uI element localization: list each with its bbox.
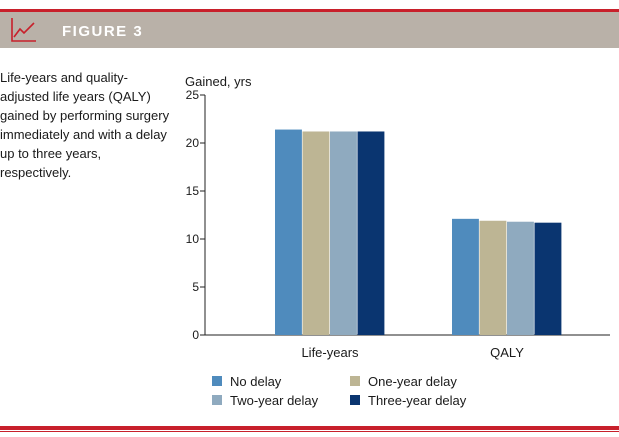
bar-qaly-one-year-delay [479, 220, 507, 335]
y-tick-label: 10 [186, 232, 200, 246]
bar-chart: Gained, yrs 0 5 10 15 20 25 Life-years QALY No de… [185, 74, 610, 408]
legend-swatch [350, 376, 360, 386]
bottom-accent-rule [0, 426, 619, 430]
y-tick-label: 5 [192, 280, 199, 294]
line-chart-icon [8, 15, 38, 45]
legend-swatch [212, 395, 222, 405]
bar-life-years-one-year-delay [302, 131, 330, 335]
bar-qaly-three-year-delay [534, 222, 562, 335]
legend-label: One-year delay [368, 374, 457, 389]
y-axis-label: Gained, yrs [185, 74, 252, 89]
bar-life-years-no-delay [275, 129, 302, 335]
legend-swatch [350, 395, 360, 405]
x-category-label: Life-years [301, 345, 359, 360]
figure-caption: Life-years and quality-adjusted life yea… [0, 70, 170, 180]
legend-swatch [212, 376, 222, 386]
legend-label: Two-year delay [230, 393, 319, 408]
top-accent-rule [0, 9, 619, 12]
bar-life-years-three-year-delay [357, 131, 385, 335]
figure-header: FIGURE 3 [0, 12, 619, 48]
bar-qaly-two-year-delay [507, 221, 534, 335]
legend-label: Three-year delay [368, 393, 467, 408]
y-tick-label: 15 [186, 184, 200, 198]
bar-life-years-two-year-delay [330, 131, 357, 335]
x-category-label: QALY [490, 345, 524, 360]
legend-label: No delay [230, 374, 282, 389]
y-tick-label: 20 [186, 136, 200, 150]
bottom-accent-rule-thin [0, 431, 619, 432]
figure-title: FIGURE 3 [62, 23, 144, 40]
y-tick-label: 25 [186, 88, 200, 102]
bar-qaly-no-delay [452, 218, 479, 335]
y-tick-label: 0 [192, 328, 199, 342]
